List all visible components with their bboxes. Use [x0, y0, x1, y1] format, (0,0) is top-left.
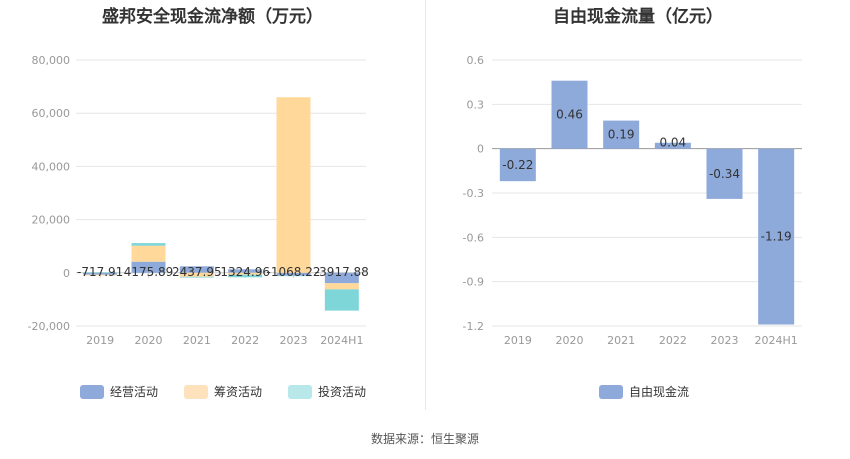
legend-swatch-financing — [184, 384, 209, 399]
x-tick-label: 2021 — [607, 334, 635, 347]
bar-筹资活动 — [228, 272, 263, 275]
x-tick-label: 2019 — [504, 334, 532, 347]
data-label: 0.19 — [608, 128, 635, 142]
left-chart-svg: 80,000 60,000 40,000 20,000 0 -20,000 2019 -717… — [28, 54, 369, 347]
legend-label-operating: 经营活动 — [110, 385, 159, 399]
legend-swatch-investing — [288, 384, 313, 399]
bar-经营活动 — [276, 272, 311, 276]
bar-经营活动 — [179, 266, 214, 273]
bar-经营活动 — [131, 261, 166, 273]
y-tick-label: 0 — [477, 143, 484, 156]
bar-经营活动 — [83, 272, 118, 275]
x-tick-label: 2022 — [231, 334, 259, 347]
data-label: -1.19 — [761, 230, 792, 244]
data-label: 0.04 — [659, 136, 686, 150]
bar-筹资活动 — [324, 283, 359, 290]
bar-投资活动 — [131, 243, 166, 246]
data-label: -3917.88 — [315, 265, 369, 279]
bar-投资活动 — [228, 274, 263, 278]
x-tick-label: 2024H1 — [320, 334, 363, 347]
y-tick-label: -1.2 — [463, 320, 484, 333]
x-tick-label: 2020 — [135, 334, 163, 347]
y-tick-label: -0.6 — [463, 231, 484, 244]
legend-item-fcf[interactable]: 自由现金流 — [599, 383, 689, 400]
legend-label-financing: 筹资活动 — [214, 385, 263, 399]
legend-item-operating[interactable]: 经营活动 — [80, 383, 158, 400]
bar-经营活动 — [324, 272, 359, 284]
bar-投资活动 — [179, 276, 214, 278]
bar-free-cash-flow — [758, 148, 795, 325]
right-legend: 自由现金流 — [599, 383, 715, 400]
panel-divider — [425, 0, 426, 410]
legend-item-investing[interactable]: 投资活动 — [288, 383, 366, 400]
y-tick-label: 0.6 — [467, 54, 485, 67]
y-tick-label: 80,000 — [32, 54, 71, 67]
legend-label-investing: 投资活动 — [318, 385, 367, 399]
left-chart-title: 盛邦安全现金流净额（万元） — [102, 7, 323, 27]
y-tick-label: 0.3 — [467, 98, 485, 111]
x-tick-label: 2020 — [556, 334, 584, 347]
x-tick-label: 2019 — [86, 334, 114, 347]
x-tick-label: 2023 — [280, 334, 308, 347]
data-label: 1324.96 — [220, 265, 270, 279]
legend-item-financing[interactable]: 筹资活动 — [184, 383, 262, 400]
bar-free-cash-flow — [551, 80, 588, 149]
data-label: -0.34 — [709, 167, 740, 181]
data-label: -1068.22 — [267, 265, 321, 279]
bar-free-cash-flow — [706, 148, 743, 199]
y-tick-label: -20,000 — [28, 320, 70, 333]
x-tick-label: 2022 — [659, 334, 687, 347]
bar-筹资活动 — [179, 272, 214, 277]
y-tick-label: 20,000 — [32, 214, 71, 227]
data-label: 0.46 — [556, 108, 583, 122]
bar-投资活动 — [83, 272, 118, 273]
right-chart-svg: 0.6 0.3 0 -0.3 -0.6 -0.9 -1.2 2019 -0.22 2020 0.46… — [463, 54, 802, 347]
y-tick-label: 0 — [63, 267, 70, 280]
cash-flow-net-chart: 盛邦安全现金流净额（万元） 80,000 60,000 40,000 20,000 0-… — [0, 0, 425, 410]
data-label: -717.91 — [77, 265, 123, 279]
data-label: 2437.95 — [172, 265, 222, 279]
data-source: 数据来源：恒生聚源 — [370, 432, 479, 446]
bar-free-cash-flow — [603, 120, 640, 149]
x-tick-label: 2024H1 — [755, 334, 798, 347]
y-tick-label: 40,000 — [32, 160, 71, 173]
left-legend: 经营活动 筹资活动 投资活动 — [80, 383, 392, 400]
data-label: -0.22 — [502, 158, 533, 172]
bar-筹资活动 — [276, 97, 311, 273]
legend-label-fcf: 自由现金流 — [629, 385, 690, 399]
bar-投资活动 — [324, 289, 359, 311]
y-tick-label: 60,000 — [32, 107, 71, 120]
data-label: 4175.89 — [124, 265, 174, 279]
x-tick-label: 2021 — [183, 334, 211, 347]
right-chart-title: 自由现金流量（亿元） — [553, 7, 723, 27]
bar-筹资活动 — [83, 274, 118, 276]
bar-筹资活动 — [131, 245, 166, 262]
bar-投资活动 — [276, 275, 311, 277]
legend-swatch-fcf — [599, 384, 623, 399]
legend-swatch-operating — [80, 384, 104, 399]
bar-free-cash-flow — [654, 142, 691, 149]
y-tick-label: -0.9 — [463, 276, 484, 289]
free-cash-flow-chart: 自由现金流量（亿元） 0.6 0.3 0 -0.3 -0.6 -0.9 -1.2 2019 -0… — [426, 0, 850, 410]
x-tick-label: 2023 — [711, 334, 739, 347]
y-tick-label: -0.3 — [463, 187, 484, 200]
bar-free-cash-flow — [499, 148, 536, 182]
bar-经营活动 — [228, 269, 263, 273]
